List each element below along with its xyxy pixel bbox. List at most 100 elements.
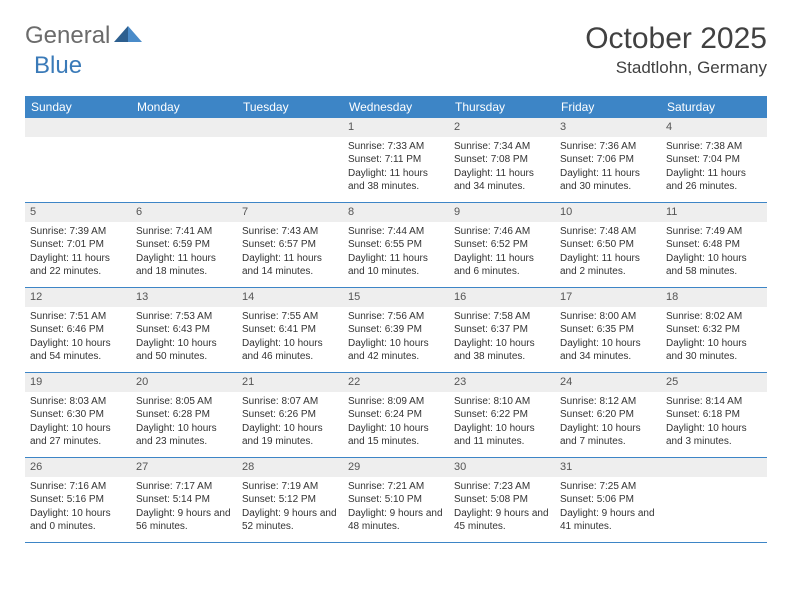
week-row: 1Sunrise: 7:33 AMSunset: 7:11 PMDaylight… bbox=[25, 118, 767, 203]
day-cell: 15Sunrise: 7:56 AMSunset: 6:39 PMDayligh… bbox=[343, 288, 449, 372]
day-cell: 13Sunrise: 7:53 AMSunset: 6:43 PMDayligh… bbox=[131, 288, 237, 372]
day-number: 27 bbox=[131, 458, 237, 477]
day-content: Sunrise: 8:10 AMSunset: 6:22 PMDaylight:… bbox=[449, 392, 555, 454]
week-row: 12Sunrise: 7:51 AMSunset: 6:46 PMDayligh… bbox=[25, 288, 767, 373]
day-content: Sunrise: 7:17 AMSunset: 5:14 PMDaylight:… bbox=[131, 477, 237, 539]
sunrise-text: Sunrise: 7:21 AM bbox=[348, 480, 444, 494]
daylight-text: Daylight: 10 hours and 38 minutes. bbox=[454, 337, 550, 364]
day-cell: 29 Sunrise: 7:21 AMSunset: 5:10 PMDayligh… bbox=[343, 458, 449, 542]
day-number: 17 bbox=[555, 288, 661, 307]
day-number bbox=[25, 118, 131, 137]
day-number: 16 bbox=[449, 288, 555, 307]
logo-triangle-icon bbox=[114, 24, 142, 42]
day-cell: 23Sunrise: 8:10 AMSunset: 6:22 PMDayligh… bbox=[449, 373, 555, 457]
logo-text-blue: Blue bbox=[34, 52, 82, 79]
daylight-text: Daylight: 11 hours and 18 minutes. bbox=[136, 252, 232, 279]
daylight-text: Daylight: 11 hours and 6 minutes. bbox=[454, 252, 550, 279]
daylight-text: Daylight: 9 hours and 56 minutes. bbox=[136, 507, 232, 534]
day-header: Wednesday bbox=[343, 96, 449, 118]
sunset-text: Sunset: 6:48 PM bbox=[666, 238, 762, 252]
day-header: Monday bbox=[131, 96, 237, 118]
day-header: Sunday bbox=[25, 96, 131, 118]
daylight-text: Daylight: 9 hours and 45 minutes. bbox=[454, 507, 550, 534]
day-content: Sunrise: 7:25 AMSunset: 5:06 PMDaylight:… bbox=[555, 477, 661, 539]
day-cell: 25Sunrise: 8:14 AMSunset: 6:18 PMDayligh… bbox=[661, 373, 767, 457]
day-number: 10 bbox=[555, 203, 661, 222]
day-cell: 30Sunrise: 7:23 AMSunset: 5:08 PMDayligh… bbox=[449, 458, 555, 542]
day-number: 6 bbox=[131, 203, 237, 222]
day-content: Sunrise: 8:00 AMSunset: 6:35 PMDaylight:… bbox=[555, 307, 661, 369]
sunrise-text: Sunrise: 7:53 AM bbox=[136, 310, 232, 324]
sunset-text: Sunset: 6:43 PM bbox=[136, 323, 232, 337]
daylight-text: Daylight: 11 hours and 10 minutes. bbox=[348, 252, 444, 279]
day-content: Sunrise: 7:56 AMSunset: 6:39 PMDaylight:… bbox=[343, 307, 449, 369]
day-content: Sunrise: 7:43 AMSunset: 6:57 PMDaylight:… bbox=[237, 222, 343, 284]
daylight-text: Daylight: 10 hours and 42 minutes. bbox=[348, 337, 444, 364]
sunset-text: Sunset: 6:30 PM bbox=[30, 408, 126, 422]
day-content: Sunrise: 7:23 AMSunset: 5:08 PMDaylight:… bbox=[449, 477, 555, 539]
daylight-text: Daylight: 10 hours and 19 minutes. bbox=[242, 422, 338, 449]
day-cell: 5Sunrise: 7:39 AMSunset: 7:01 PMDaylight… bbox=[25, 203, 131, 287]
day-cell: 14Sunrise: 7:55 AMSunset: 6:41 PMDayligh… bbox=[237, 288, 343, 372]
sunrise-text: Sunrise: 7:19 AM bbox=[242, 480, 338, 494]
sunset-text: Sunset: 5:06 PM bbox=[560, 493, 656, 507]
sunset-text: Sunset: 6:50 PM bbox=[560, 238, 656, 252]
sunrise-text: Sunrise: 7:17 AM bbox=[136, 480, 232, 494]
day-cell: 7Sunrise: 7:43 AMSunset: 6:57 PMDaylight… bbox=[237, 203, 343, 287]
month-title: October 2025 bbox=[585, 22, 767, 56]
day-cell: 4Sunrise: 7:38 AMSunset: 7:04 PMDaylight… bbox=[661, 118, 767, 202]
daylight-text: Daylight: 10 hours and 0 minutes. bbox=[30, 507, 126, 534]
day-number: 23 bbox=[449, 373, 555, 392]
day-number: 7 bbox=[237, 203, 343, 222]
day-content: Sunrise: 8:12 AMSunset: 6:20 PMDaylight:… bbox=[555, 392, 661, 454]
sunset-text: Sunset: 6:26 PM bbox=[242, 408, 338, 422]
day-number: 31 bbox=[555, 458, 661, 477]
daylight-text: Daylight: 10 hours and 11 minutes. bbox=[454, 422, 550, 449]
day-header: Tuesday bbox=[237, 96, 343, 118]
day-number: 1 bbox=[343, 118, 449, 137]
daylight-text: Daylight: 10 hours and 30 minutes. bbox=[666, 337, 762, 364]
daylight-text: Daylight: 9 hours and 52 minutes. bbox=[242, 507, 338, 534]
day-content: Sunrise: 7:58 AMSunset: 6:37 PMDaylight:… bbox=[449, 307, 555, 369]
day-cell: 12Sunrise: 7:51 AMSunset: 6:46 PMDayligh… bbox=[25, 288, 131, 372]
day-content: Sunrise: 7:36 AMSunset: 7:06 PMDaylight:… bbox=[555, 137, 661, 199]
day-number: 12 bbox=[25, 288, 131, 307]
sunset-text: Sunset: 6:52 PM bbox=[454, 238, 550, 252]
day-content: Sunrise: 7:49 AMSunset: 6:48 PMDaylight:… bbox=[661, 222, 767, 284]
day-cell: 17Sunrise: 8:00 AMSunset: 6:35 PMDayligh… bbox=[555, 288, 661, 372]
sunset-text: Sunset: 5:08 PM bbox=[454, 493, 550, 507]
sunset-text: Sunset: 6:18 PM bbox=[666, 408, 762, 422]
sunset-text: Sunset: 6:24 PM bbox=[348, 408, 444, 422]
daylight-text: Daylight: 10 hours and 27 minutes. bbox=[30, 422, 126, 449]
day-cell: 6Sunrise: 7:41 AMSunset: 6:59 PMDaylight… bbox=[131, 203, 237, 287]
sunset-text: Sunset: 6:37 PM bbox=[454, 323, 550, 337]
sunrise-text: Sunrise: 8:14 AM bbox=[666, 395, 762, 409]
day-content: Sunrise: 7:33 AMSunset: 7:11 PMDaylight:… bbox=[343, 137, 449, 199]
daylight-text: Daylight: 9 hours and 41 minutes. bbox=[560, 507, 656, 534]
empty-day-cell bbox=[131, 118, 237, 202]
day-headers-row: Sunday Monday Tuesday Wednesday Thursday… bbox=[25, 96, 767, 118]
sunset-text: Sunset: 6:57 PM bbox=[242, 238, 338, 252]
sunrise-text: Sunrise: 7:39 AM bbox=[30, 225, 126, 239]
day-number: 29 bbox=[343, 458, 449, 477]
sunrise-text: Sunrise: 7:58 AM bbox=[454, 310, 550, 324]
daylight-text: Daylight: 9 hours and 48 minutes. bbox=[348, 507, 444, 534]
day-number: 28 bbox=[237, 458, 343, 477]
sunrise-text: Sunrise: 8:05 AM bbox=[136, 395, 232, 409]
day-content: Sunrise: 7:19 AMSunset: 5:12 PMDaylight:… bbox=[237, 477, 343, 539]
sunset-text: Sunset: 5:10 PM bbox=[348, 493, 444, 507]
day-number: 13 bbox=[131, 288, 237, 307]
sunrise-text: Sunrise: 7:49 AM bbox=[666, 225, 762, 239]
daylight-text: Daylight: 10 hours and 23 minutes. bbox=[136, 422, 232, 449]
header: General October 2025 Stadtlohn, Germany bbox=[25, 22, 767, 78]
day-number bbox=[237, 118, 343, 137]
sunset-text: Sunset: 5:12 PM bbox=[242, 493, 338, 507]
day-content: Sunrise: 7:16 AMSunset: 5:16 PMDaylight:… bbox=[25, 477, 131, 539]
day-cell: 28Sunrise: 7:19 AMSunset: 5:12 PMDayligh… bbox=[237, 458, 343, 542]
day-content: Sunrise: 7:39 AMSunset: 7:01 PMDaylight:… bbox=[25, 222, 131, 284]
day-content: Sunrise: 7:51 AMSunset: 6:46 PMDaylight:… bbox=[25, 307, 131, 369]
daylight-text: Daylight: 11 hours and 38 minutes. bbox=[348, 167, 444, 194]
sunset-text: Sunset: 6:20 PM bbox=[560, 408, 656, 422]
day-cell: 8Sunrise: 7:44 AMSunset: 6:55 PMDaylight… bbox=[343, 203, 449, 287]
daylight-text: Daylight: 11 hours and 22 minutes. bbox=[30, 252, 126, 279]
